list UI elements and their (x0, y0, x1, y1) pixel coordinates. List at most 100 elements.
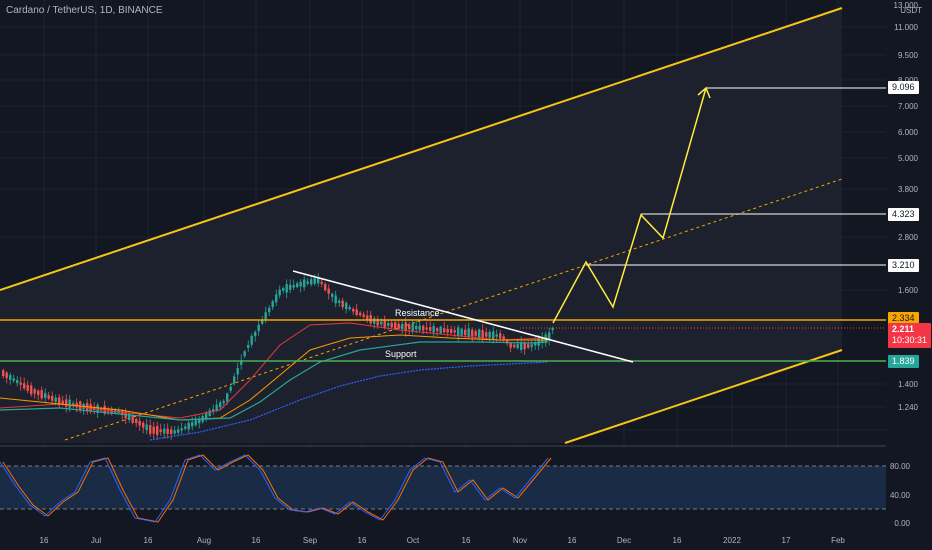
candle-body (520, 342, 523, 350)
projection-arrowhead (697, 86, 711, 99)
candle-body (145, 424, 148, 431)
candle-body (366, 315, 369, 320)
candle-body (205, 413, 208, 419)
price-axis-label: 2.800 (898, 233, 919, 242)
candle-body (488, 331, 491, 338)
candle-body (16, 380, 19, 384)
candle-body (278, 289, 281, 296)
candle-body (429, 327, 432, 331)
candle-body (215, 404, 218, 411)
stoch-k-line (0, 454, 549, 523)
candle-body (194, 420, 197, 426)
candle-body (394, 322, 397, 330)
channel-midline (64, 178, 843, 441)
candle-body (254, 331, 257, 337)
price-tag-2334: 2.334 (888, 312, 919, 325)
candle-body (65, 399, 68, 407)
candle-body (303, 279, 306, 288)
candle-body (47, 395, 50, 399)
candle-body (187, 422, 190, 430)
time-axis-label: 16 (462, 536, 471, 545)
candle-body (19, 382, 22, 385)
time-axis-label: Jul (91, 536, 101, 545)
candle-body (401, 323, 404, 329)
currency-label: USDT (900, 6, 922, 15)
candle-body (68, 399, 71, 408)
candle-body (439, 326, 442, 334)
time-axis-label: Aug (197, 536, 211, 545)
candle-body (296, 283, 299, 288)
candle-body (390, 322, 393, 328)
price-axis-label: 11.000 (894, 23, 918, 32)
candle-body (285, 284, 288, 293)
time-axis-label: Dec (617, 536, 631, 545)
candle-body (180, 428, 183, 431)
candle-body (460, 328, 463, 336)
candle-body (240, 360, 243, 365)
candle-body (373, 318, 376, 324)
candle-body (61, 400, 64, 405)
candle-body (418, 325, 421, 331)
ma-blue (149, 361, 549, 441)
candle-body (471, 329, 474, 337)
candle-body (467, 328, 470, 338)
price-axis-label: 5.000 (898, 154, 919, 163)
candle-body (2, 370, 5, 377)
candle-body (387, 323, 390, 326)
candle-body (404, 322, 407, 332)
candle-body (282, 288, 285, 291)
price-axis-label: 1.600 (898, 286, 919, 295)
price-tag-1839: 1.839 (888, 355, 919, 368)
moving-averages (0, 322, 549, 441)
candle-body (376, 319, 379, 326)
candle-body (450, 329, 453, 333)
candle-body (212, 409, 215, 412)
projection-path (552, 86, 711, 324)
channel-fill (0, 8, 842, 443)
candle-body (320, 281, 323, 284)
candle-body (478, 329, 481, 339)
stochastic-rsi-pane (0, 454, 886, 523)
candle-body (436, 328, 439, 332)
candle-body (198, 418, 201, 424)
countdown: 10:30:31 (892, 335, 928, 345)
candle-body (341, 300, 344, 308)
candle-body (397, 323, 400, 329)
candle-body (313, 278, 316, 284)
osc-axis-label: 0.00 (894, 519, 910, 528)
channel-upper-line (0, 7, 843, 291)
osc-axis-label: 40.00 (890, 491, 911, 500)
candle-body (411, 323, 414, 332)
ma-teal (0, 341, 549, 421)
candle-body (257, 324, 260, 332)
candle-body (44, 393, 47, 399)
time-axis-label: 16 (673, 536, 682, 545)
resistance-label: Resistance (395, 308, 440, 318)
candle-body (534, 342, 537, 346)
candle-body (156, 426, 159, 435)
current-price: 2.211 (892, 324, 915, 334)
price-axis-label: 9.500 (898, 51, 919, 60)
candle-body (523, 342, 526, 350)
candle-body (481, 330, 484, 339)
candle-body (530, 344, 533, 348)
candle-body (72, 403, 75, 406)
candle-body (152, 426, 155, 434)
price-axis-label: 3.800 (898, 185, 919, 194)
osc-band (0, 466, 886, 509)
candle-body (226, 393, 229, 402)
time-axis-label: 16 (358, 536, 367, 545)
projection-line (552, 87, 707, 324)
price-axis-label: 1.400 (898, 380, 919, 389)
time-axis-label: 17 (782, 536, 791, 545)
candle-body (30, 385, 33, 395)
price-axis-label: 8.000 (898, 76, 919, 85)
candle-body (261, 319, 264, 324)
candle-body (509, 343, 512, 348)
candle-body (33, 389, 36, 394)
candle-body (163, 428, 166, 434)
candle-body (551, 327, 554, 331)
candle-body (170, 429, 173, 434)
current-price-tag: 2.211 10:30:31 (888, 323, 932, 348)
